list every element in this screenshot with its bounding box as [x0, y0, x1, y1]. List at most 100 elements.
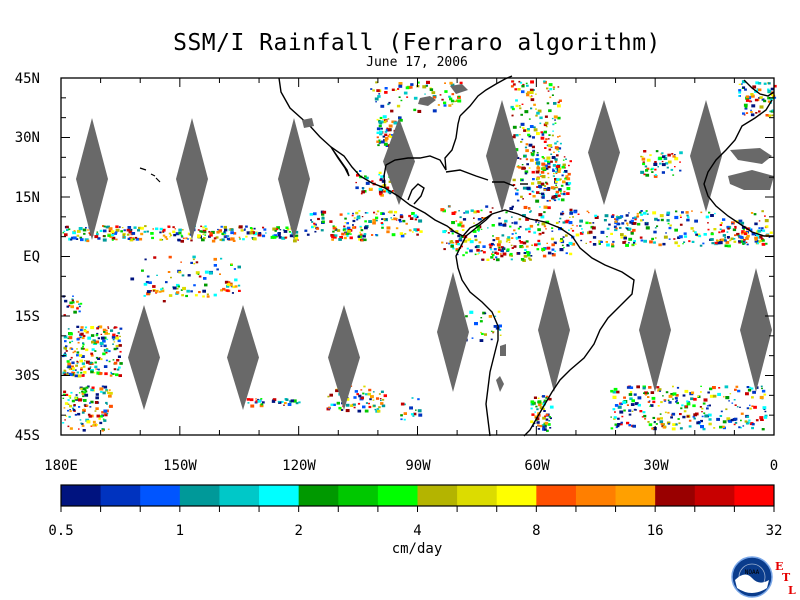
coastline-south-america [455, 209, 635, 437]
rain-speck [63, 369, 66, 372]
rain-speck [383, 142, 388, 146]
rain-speck [750, 109, 752, 112]
rain-speck [140, 232, 144, 236]
rain-speck [528, 207, 531, 210]
rain-speck [230, 231, 234, 235]
rain-speck [650, 391, 655, 394]
rain-speck [644, 418, 647, 420]
rain-speck [197, 229, 200, 231]
rain-speck [462, 254, 465, 257]
rain-speck [562, 192, 566, 196]
rain-speck [384, 87, 388, 90]
rain-speck [564, 234, 568, 237]
rain-speck [548, 199, 551, 202]
rain-speck [660, 401, 663, 404]
rain-speck [222, 287, 226, 291]
rain-speck [107, 391, 111, 395]
rain-speck [261, 401, 265, 404]
rain-speck [448, 242, 451, 245]
rain-speck [758, 227, 761, 229]
rain-speck [494, 251, 498, 254]
rain-speck [627, 224, 629, 226]
rain-speck [530, 107, 533, 110]
rain-speck [742, 86, 746, 89]
rain-speck [353, 396, 357, 399]
rain-speck [521, 246, 524, 248]
rain-speck [498, 217, 501, 220]
rain-speck [96, 371, 101, 375]
rain-speck [647, 421, 650, 423]
rain-speck [770, 87, 774, 91]
rain-speck [377, 144, 380, 147]
rain-speck [118, 344, 122, 347]
rain-speck [86, 420, 91, 424]
rain-speck [378, 142, 381, 144]
rain-speck [408, 214, 412, 218]
rain-speck [378, 139, 381, 142]
rain-speck [634, 218, 637, 221]
rain-speck [513, 229, 516, 232]
rain-speck [711, 242, 714, 245]
rain-speck [547, 90, 550, 92]
rain-speck [102, 352, 106, 356]
rain-speck [722, 218, 726, 221]
rain-speck [536, 191, 540, 194]
rain-speck [185, 294, 188, 298]
rain-speck [86, 404, 89, 407]
rain-speck [138, 226, 141, 230]
rain-speck [633, 216, 638, 220]
rain-speck [165, 281, 168, 284]
rain-speck [633, 408, 636, 411]
rain-speck [73, 230, 76, 232]
rain-speck [506, 248, 510, 251]
rain-speck [748, 421, 751, 424]
rain-speck [538, 184, 543, 188]
rain-speck [497, 310, 501, 313]
rain-speck [719, 224, 723, 226]
rain-speck [69, 409, 71, 411]
rain-speck [64, 233, 68, 237]
rain-speck [692, 404, 696, 408]
rain-speck [118, 366, 121, 369]
rain-speck [517, 88, 521, 91]
rain-speck [373, 404, 376, 407]
rain-speck [492, 239, 496, 242]
rain-speck [629, 220, 633, 224]
rain-speck [519, 107, 522, 110]
rain-speck [168, 232, 171, 235]
rain-speck [547, 162, 551, 165]
rain-speck [498, 248, 501, 251]
rain-speck [330, 234, 334, 237]
rain-speck [380, 399, 382, 402]
rain-speck [661, 171, 665, 174]
rain-speck [614, 404, 619, 407]
rain-speck [540, 182, 545, 186]
rain-speck [511, 247, 514, 249]
rain-speck [378, 393, 381, 395]
rain-speck [68, 228, 71, 231]
rain-speck [339, 236, 343, 239]
rain-speck [150, 232, 154, 235]
rain-speck [64, 340, 67, 343]
rain-speck [516, 166, 519, 168]
rain-speck [70, 347, 73, 350]
rain-speck [531, 413, 535, 416]
rain-speck [230, 263, 233, 265]
rain-speck [659, 390, 661, 392]
rain-speck [242, 238, 245, 241]
rain-speck [373, 211, 376, 214]
rain-speck [181, 294, 184, 297]
orbit-gap-diamond [437, 272, 469, 392]
rain-speck [443, 248, 446, 251]
rain-speck [70, 238, 73, 241]
rain-speck [712, 386, 716, 390]
rain-speck [106, 403, 108, 405]
rain-speck [710, 214, 714, 217]
rain-speck [65, 350, 68, 352]
rain-speck [245, 225, 248, 228]
rain-speck [542, 166, 546, 170]
rain-speck [641, 156, 644, 158]
rain-speck [535, 108, 537, 110]
rain-speck [388, 133, 391, 136]
rain-speck [708, 404, 711, 407]
